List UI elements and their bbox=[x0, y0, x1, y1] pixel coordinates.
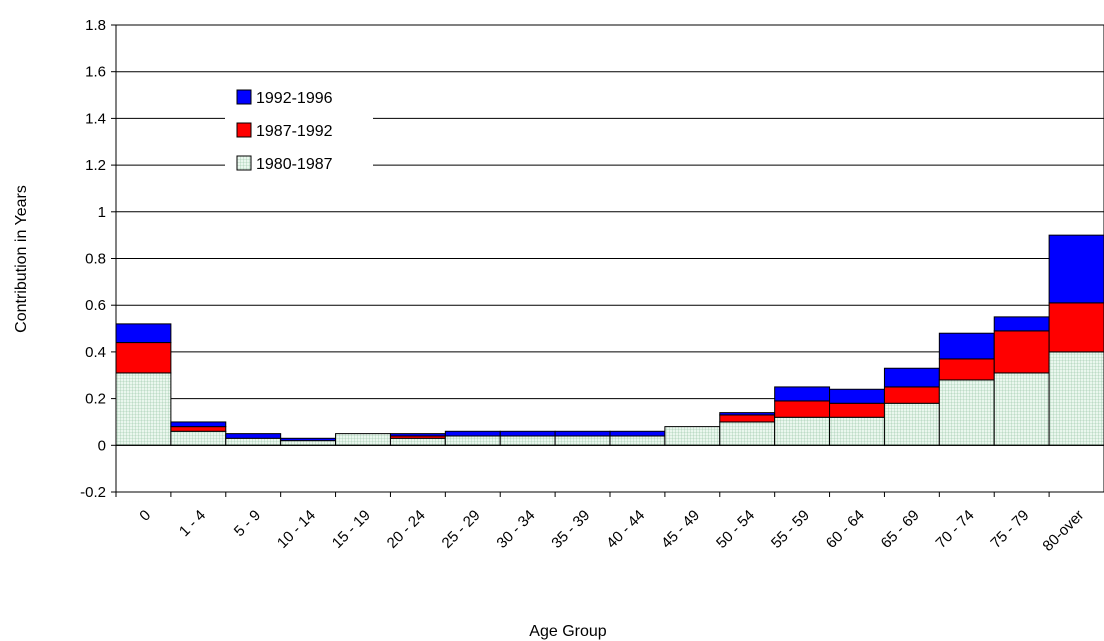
bar-segment-1992-1996 bbox=[774, 386, 831, 402]
y-tick-label: 0.2 bbox=[85, 391, 106, 408]
bar-segment-1980-1987 bbox=[115, 372, 172, 446]
legend-label: 1980-1987 bbox=[256, 156, 333, 173]
bar-segment-1980-1987 bbox=[829, 416, 885, 446]
bar-segment-1987-1992 bbox=[115, 342, 172, 374]
legend-label: 1992-1996 bbox=[256, 90, 333, 107]
bar-segment-1980-1987 bbox=[170, 430, 227, 446]
x-tick-label: 40 - 44 bbox=[603, 507, 648, 552]
bar-segment-1980-1987 bbox=[938, 379, 995, 446]
legend-swatch bbox=[236, 122, 252, 138]
x-tick-label: 30 - 34 bbox=[493, 507, 538, 552]
bar-segment-1992-1996 bbox=[554, 430, 611, 437]
bar-segment-1987-1992 bbox=[774, 400, 831, 418]
bar-segment-1992-1996 bbox=[225, 433, 282, 439]
bar-segment-1980-1987 bbox=[609, 435, 666, 446]
bar-segment-1992-1996 bbox=[280, 437, 337, 442]
y-tick-label: 0.8 bbox=[85, 251, 106, 268]
x-tick-label: 15 - 19 bbox=[329, 507, 374, 552]
bar-segment-1980-1987 bbox=[993, 372, 1050, 446]
bar-segment-1987-1992 bbox=[938, 358, 995, 381]
bar-segment-1980-1987 bbox=[774, 416, 831, 446]
bar-segment-1980-1987 bbox=[883, 402, 940, 446]
x-tick-label: 50 - 54 bbox=[713, 507, 758, 552]
bar-segment-1980-1987 bbox=[1048, 351, 1104, 446]
bar-segment-1980-1987 bbox=[444, 435, 501, 446]
bar-segment-1992-1996 bbox=[993, 316, 1050, 332]
x-tick-label: 0 bbox=[136, 507, 154, 525]
bar-segment-1987-1992 bbox=[1048, 302, 1104, 353]
x-tick-label: 35 - 39 bbox=[548, 507, 593, 552]
bar-segment-1992-1996 bbox=[719, 412, 776, 416]
bar-segment-1992-1996 bbox=[444, 430, 501, 437]
bar-segment-1987-1992 bbox=[829, 402, 885, 418]
y-tick-label: 1.4 bbox=[85, 110, 106, 127]
y-tick-label: 1 bbox=[98, 204, 106, 221]
x-tick-label: 45 - 49 bbox=[658, 507, 703, 552]
y-tick-label: 0.4 bbox=[85, 344, 106, 361]
x-tick-label: 75 - 79 bbox=[987, 507, 1032, 552]
x-tick-label: 20 - 24 bbox=[384, 507, 429, 552]
x-axis-title: Age Group bbox=[529, 623, 606, 640]
bar-segment-1987-1992 bbox=[993, 330, 1050, 374]
x-tick-label: 25 - 29 bbox=[439, 507, 484, 552]
y-tick-label: 0.6 bbox=[85, 297, 106, 314]
x-tick-label: 70 - 74 bbox=[933, 507, 978, 552]
x-tick-label: 1 - 4 bbox=[176, 507, 209, 540]
bar-segment-1992-1996 bbox=[499, 430, 556, 437]
y-axis-title: Contribution in Years bbox=[13, 185, 30, 333]
legend: 1992-1996 1987-1992 1980-1987 bbox=[225, 82, 373, 192]
legend-label: 1987-1992 bbox=[256, 123, 333, 140]
y-tick-label: 1.8 bbox=[85, 17, 106, 34]
legend-swatch bbox=[236, 89, 252, 105]
bar-segment-1992-1996 bbox=[609, 430, 666, 437]
bar-segment-1980-1987 bbox=[719, 421, 776, 446]
x-tick-label: 5 - 9 bbox=[231, 507, 264, 540]
bar-segment-1987-1992 bbox=[719, 414, 776, 423]
bar-segment-1992-1996 bbox=[389, 433, 446, 437]
y-tick-label: 1.6 bbox=[85, 64, 106, 81]
bar-segment-1992-1996 bbox=[115, 323, 172, 344]
bar-segment-1987-1992 bbox=[883, 386, 940, 404]
bar-segment-1980-1987 bbox=[554, 435, 611, 446]
bar-segment-1980-1987 bbox=[499, 435, 556, 446]
x-tick-label: 65 - 69 bbox=[878, 507, 923, 552]
x-tick-label: 60 - 64 bbox=[823, 507, 868, 552]
x-tick-label: 10 - 14 bbox=[274, 507, 319, 552]
bar-segment-1980-1987 bbox=[664, 426, 721, 446]
bar-segment-1992-1996 bbox=[829, 388, 885, 404]
bar-segment-1992-1996 bbox=[1048, 234, 1104, 304]
x-tick-label: 55 - 59 bbox=[768, 507, 813, 552]
bar-segment-1980-1987 bbox=[335, 433, 391, 446]
bar-segment-1980-1987 bbox=[280, 440, 337, 446]
y-tick-label: 1.2 bbox=[85, 157, 106, 174]
y-tick-label: -0.2 bbox=[80, 484, 106, 501]
bar-segment-1980-1987 bbox=[225, 437, 282, 446]
bar-segment-1980-1987 bbox=[389, 437, 446, 446]
bar-segment-1992-1996 bbox=[883, 367, 940, 388]
x-tick-label: 80-over bbox=[1039, 507, 1087, 555]
legend-swatch bbox=[236, 155, 252, 171]
y-tick-label: 0 bbox=[98, 437, 106, 454]
bar-segment-1992-1996 bbox=[938, 332, 995, 360]
bar-segment-1987-1992 bbox=[170, 426, 227, 432]
bar-segment-1992-1996 bbox=[170, 421, 227, 428]
